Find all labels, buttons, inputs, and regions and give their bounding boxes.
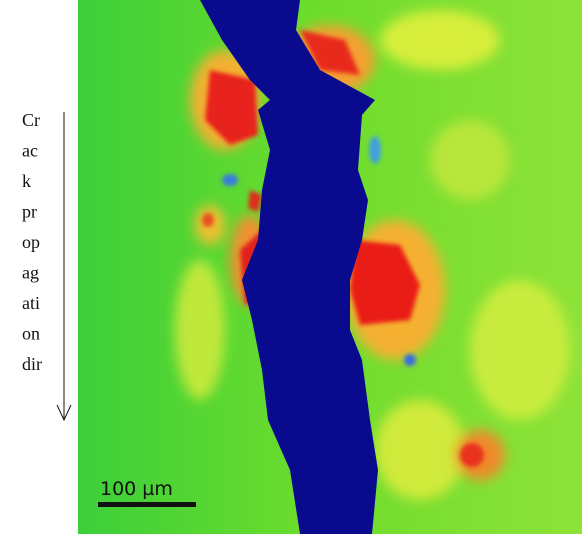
annotation-line: k [22,171,31,191]
annotation-line: dir [22,354,42,374]
annotation-line: Cr [22,110,40,130]
annotation-line: ac [22,141,38,161]
scale-bar-label: 100 µm [100,478,173,500]
annotation-line: ati [22,293,40,313]
annotation-line: pr [22,202,37,222]
scale-bar [98,502,196,507]
annotation-line: op [22,232,40,252]
annotation: Cr ac k pr op ag ati on dir [22,110,42,374]
annotation-line: on [22,324,40,344]
annotation-line: ag [22,263,39,283]
arrow-head [56,404,72,422]
micrograph [78,0,582,534]
